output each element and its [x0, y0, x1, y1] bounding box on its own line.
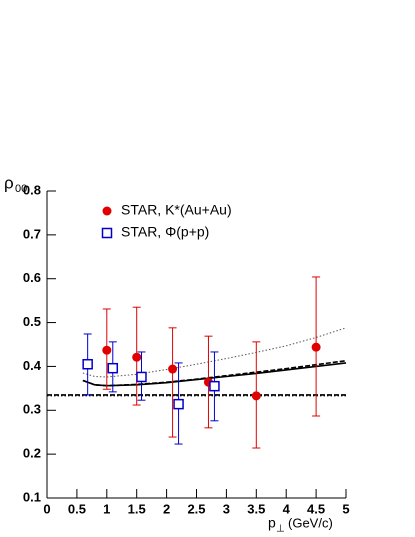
y-tick-label: 0.8	[23, 182, 41, 197]
x-tick-label: 0	[43, 501, 50, 516]
x-tick-label: 4	[283, 501, 291, 516]
point	[251, 391, 261, 401]
legend-label: STAR, Φ(p+p)	[121, 224, 209, 240]
x-tick-label: 2	[163, 501, 170, 516]
x-tick-label: 1.5	[128, 501, 146, 516]
point	[209, 380, 220, 392]
y-tick-label: 0.1	[23, 489, 41, 504]
legend-marker	[101, 227, 113, 239]
x-axis-label: p	[268, 515, 276, 531]
x-tick-label: 3.5	[247, 501, 265, 516]
x-axis-label-unit: (GeV/c)	[288, 515, 333, 530]
y-tick-label: 0.3	[23, 402, 41, 417]
x-tick-label: 2.5	[187, 501, 205, 516]
point	[102, 345, 112, 355]
curve	[82, 327, 347, 378]
x-tick-label: 0.5	[68, 501, 86, 516]
legend-marker	[102, 206, 112, 216]
point	[132, 352, 142, 362]
y-axis-label: ρ	[4, 173, 14, 192]
x-tick-label: 3	[223, 501, 230, 516]
point	[311, 342, 321, 352]
curve	[82, 359, 347, 387]
x-tick-label: 4.5	[307, 501, 325, 516]
point	[107, 362, 119, 374]
y-tick-label: 0.5	[23, 314, 41, 329]
y-tick-label: 0.6	[23, 270, 41, 285]
y-tick-label: 0.4	[23, 358, 42, 373]
point	[82, 358, 93, 370]
x-axis-label-subscript: ⊥	[276, 524, 285, 535]
point	[136, 371, 147, 383]
legend-label: STAR, K*(Au+Au)	[121, 202, 232, 218]
y-tick-label: 0.7	[23, 226, 41, 241]
point	[173, 398, 184, 410]
point	[168, 364, 178, 374]
x-tick-label: 5	[342, 501, 349, 516]
y-axis-label-subscript: 00	[15, 183, 27, 195]
y-tick-label: 0.2	[23, 446, 41, 461]
x-tick-label: 1	[103, 501, 110, 516]
